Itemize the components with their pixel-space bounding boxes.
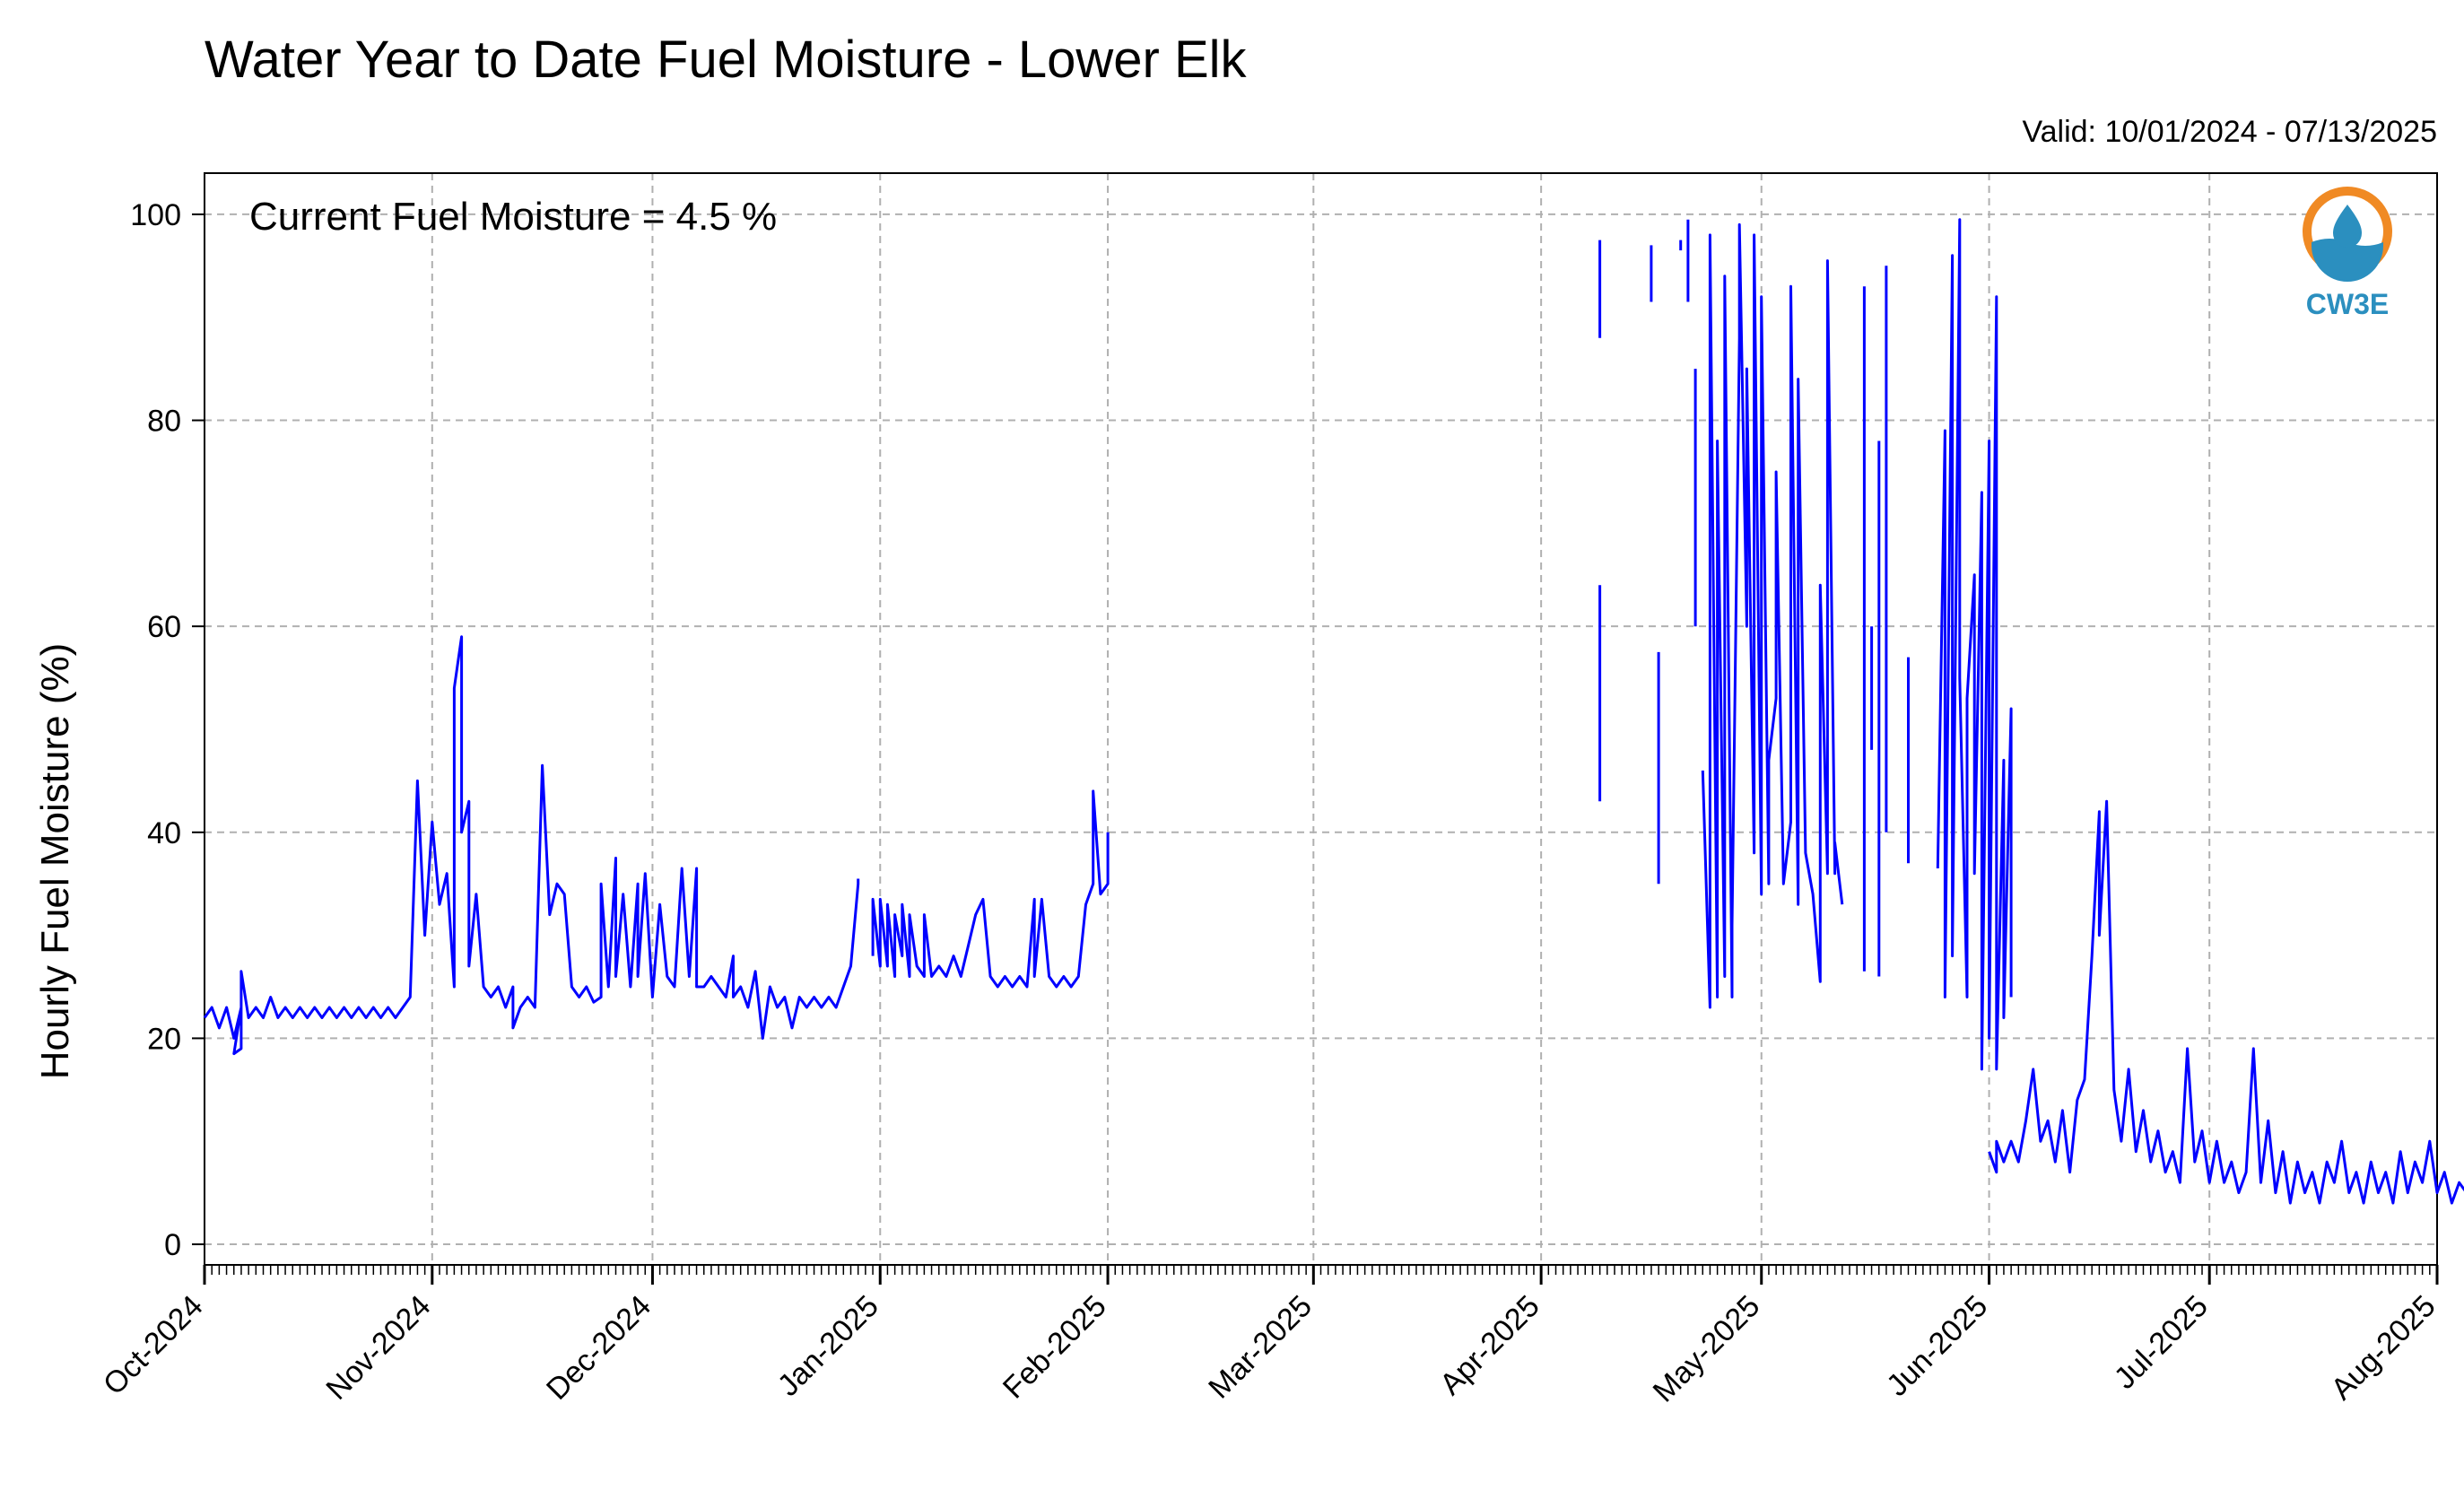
x-tick-label: Feb-2025 [997, 1289, 1113, 1406]
x-tick-label: Aug-2025 [2325, 1289, 2442, 1407]
valid-range: Valid: 10/01/2024 - 07/13/2025 [2022, 115, 2437, 149]
x-tick-label: Apr-2025 [1433, 1289, 1546, 1402]
y-ticks: 0 20 40 60 80 100 [130, 198, 205, 1262]
logo-text: CW3E [2306, 288, 2389, 320]
series-line-segment [1701, 222, 1844, 1009]
x-ticks: Oct-2024 Nov-2024 Dec-2024 Jan-2025 Feb-2025… [97, 1265, 2442, 1409]
x-tick-label: Oct-2024 [97, 1289, 210, 1402]
grid [205, 173, 2437, 1265]
x-tick-label: Jun-2025 [1880, 1289, 1994, 1403]
y-tick-label: 40 [147, 816, 181, 850]
logo-drop [2333, 205, 2362, 248]
minor-ticks [204, 1265, 2438, 1275]
x-tick-label: May-2025 [1647, 1289, 1767, 1409]
plot-area [204, 172, 2438, 1266]
cw3e-logo: CW3E [2303, 187, 2392, 320]
y-tick-label: 100 [130, 198, 181, 232]
y-tick-label: 60 [147, 610, 181, 644]
series-line-segment [203, 635, 860, 1056]
chart-title: Water Year to Date Fuel Moisture - Lower… [205, 31, 1248, 89]
x-tick-label: Jul-2025 [2108, 1289, 2215, 1396]
x-tick-label: Nov-2024 [319, 1289, 437, 1407]
series-line-segment [1936, 218, 2013, 1071]
x-tick-label: Dec-2024 [540, 1289, 657, 1407]
y-tick-label: 0 [164, 1228, 181, 1262]
y-tick-label: 80 [147, 405, 181, 439]
logo-wave [2312, 239, 2383, 282]
series-line-segment [871, 789, 1110, 989]
x-tick-label: Mar-2025 [1202, 1289, 1319, 1406]
series-line-segment [1988, 799, 2464, 1205]
current-moisture-annotation: Current Fuel Moisture = 4.5 % [249, 195, 777, 239]
data-series [203, 218, 2464, 1205]
x-tick-label: Jan-2025 [771, 1289, 885, 1403]
y-tick-label: 20 [147, 1022, 181, 1056]
y-axis-label: Hourly Fuel Moisture (%) [33, 643, 77, 1080]
